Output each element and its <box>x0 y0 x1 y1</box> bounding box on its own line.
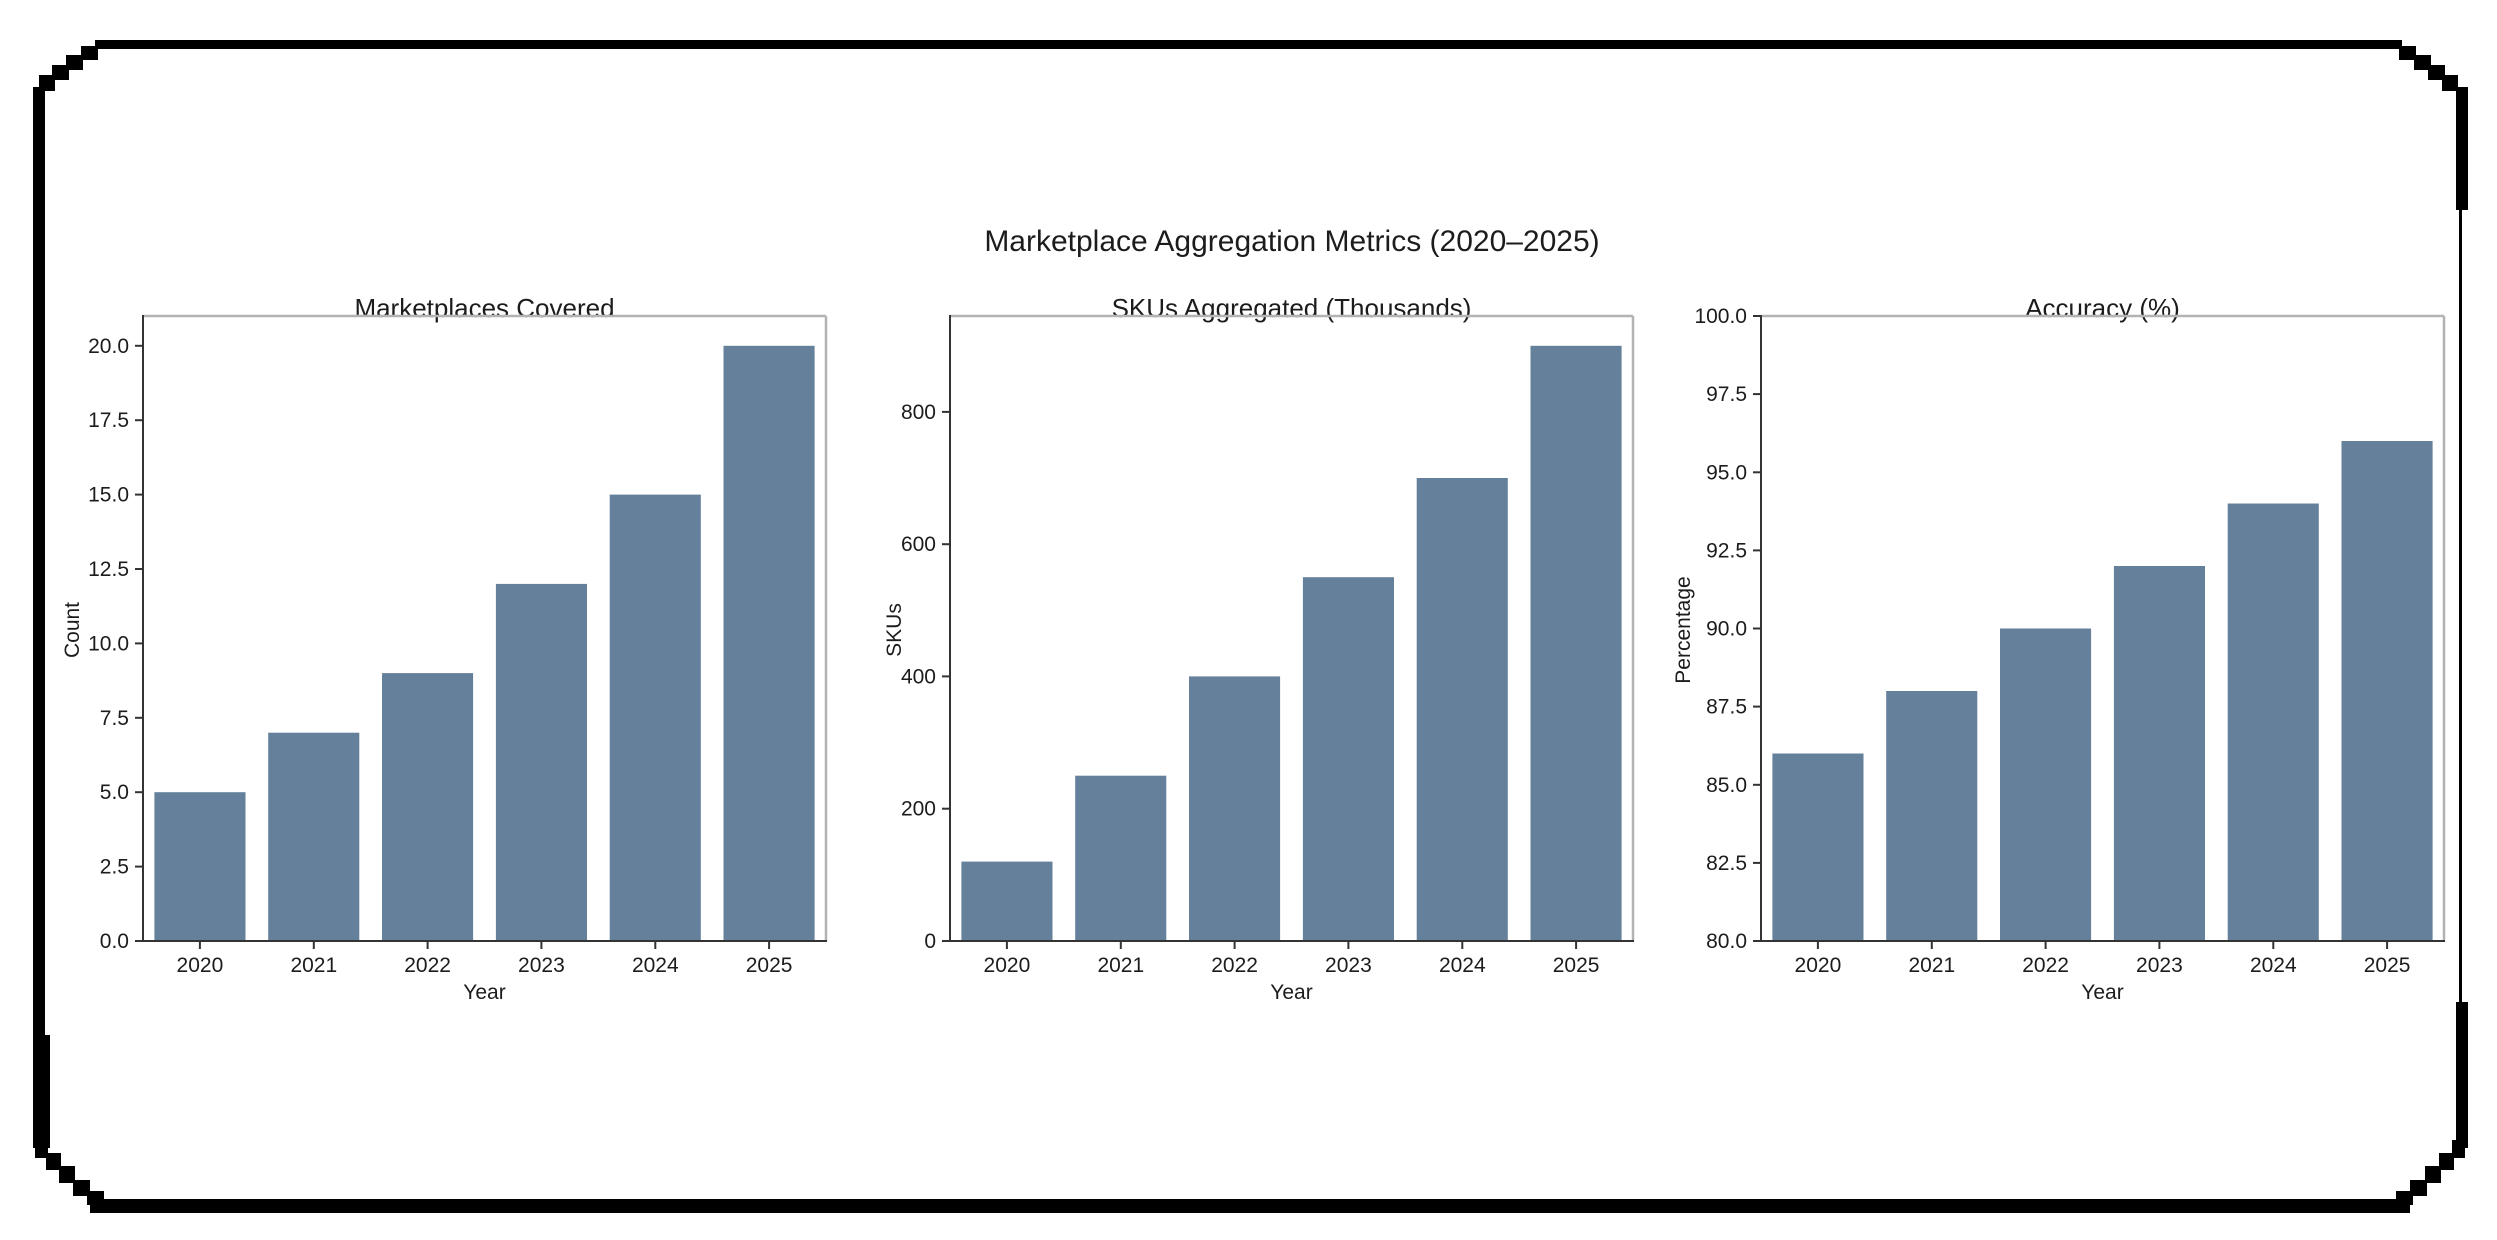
bar-2022 <box>382 673 474 941</box>
y-tick-label: 80.0 <box>1706 930 1747 953</box>
x-tick-label: 2021 <box>1908 954 1955 977</box>
x-tick-label: 2020 <box>177 954 224 977</box>
y-tick-label: 200 <box>901 798 936 821</box>
x-tick-label: 2020 <box>984 954 1031 977</box>
y-tick-label: 92.5 <box>1706 539 1747 562</box>
x-axis-label: Year <box>2081 981 2124 1004</box>
x-tick-label: 2020 <box>1795 954 1842 977</box>
x-tick-label: 2023 <box>2136 954 2183 977</box>
y-tick-label: 17.5 <box>88 409 129 432</box>
y-tick-label: 800 <box>901 401 936 424</box>
y-tick-label: 82.5 <box>1706 852 1747 875</box>
x-axis-label: Year <box>1270 981 1313 1004</box>
bar-2024 <box>2227 503 2319 941</box>
y-tick-label: 87.5 <box>1706 696 1747 719</box>
y-tick-label: 10.0 <box>88 632 129 655</box>
x-tick-label: 2023 <box>1325 954 1372 977</box>
plot-area: 0 200 400 600 800 2020 2021 2022 2023 2024 2025 <box>901 314 1635 977</box>
bar-2023 <box>495 583 587 941</box>
bar-2020 <box>154 792 246 941</box>
y-tick-label: 20.0 <box>88 335 129 358</box>
bar-2023 <box>1302 577 1394 941</box>
bar-2024 <box>609 494 701 941</box>
bar-2022 <box>2000 628 2092 941</box>
x-tick-label: 2024 <box>2250 954 2297 977</box>
y-tick-label: 15.0 <box>88 484 129 507</box>
bar-2020 <box>1772 753 1864 941</box>
plot-area: 80.0 82.5 85.0 87.5 90.0 92.5 95.0 97.5 100.0 202… <box>1694 305 2446 977</box>
y-tick-label: 7.5 <box>100 707 129 730</box>
bar-2024 <box>1416 478 1508 941</box>
y-tick-label: 95.0 <box>1706 461 1747 484</box>
x-tick-label: 2022 <box>404 954 451 977</box>
bar-2025 <box>2341 441 2433 941</box>
x-tick-label: 2025 <box>746 954 793 977</box>
chart-title: Marketplaces Covered <box>354 293 615 323</box>
plot-area: 0.0 2.5 5.0 7.5 10.0 12.5 15.0 17.5 20.0 2020 2021… <box>88 314 828 977</box>
x-tick-label: 2022 <box>2022 954 2069 977</box>
bar-2021 <box>268 732 360 941</box>
x-tick-label: 2024 <box>1439 954 1486 977</box>
bar-2021 <box>1886 691 1978 941</box>
y-tick-label: 100.0 <box>1694 305 1747 328</box>
y-tick-label: 85.0 <box>1706 774 1747 797</box>
chart-title: SKUs Aggregated (Thousands) <box>1111 293 1472 323</box>
bar-2020 <box>961 861 1053 941</box>
figure-title: Marketplace Aggregation Metrics (2020–20… <box>984 225 1600 258</box>
y-tick-label: 400 <box>901 665 936 688</box>
y-tick-label: 97.5 <box>1706 383 1747 406</box>
y-tick-label: 2.5 <box>100 856 129 879</box>
x-tick-label: 2023 <box>518 954 565 977</box>
x-tick-label: 2021 <box>290 954 337 977</box>
y-tick-label: 0 <box>924 930 936 953</box>
y-tick-label: 0.0 <box>100 930 129 953</box>
x-axis-label: Year <box>463 981 506 1004</box>
x-tick-label: 2022 <box>1211 954 1258 977</box>
chart-title: Accuracy (%) <box>2025 293 2180 323</box>
bar-2025 <box>1530 345 1622 941</box>
y-tick-label: 12.5 <box>88 558 129 581</box>
y-tick-label: 600 <box>901 533 936 556</box>
bar-2023 <box>2113 566 2205 941</box>
y-tick-label: 90.0 <box>1706 618 1747 641</box>
x-tick-label: 2024 <box>632 954 679 977</box>
y-tick-label: 5.0 <box>100 781 129 804</box>
x-tick-label: 2021 <box>1097 954 1144 977</box>
x-tick-label: 2025 <box>1553 954 1600 977</box>
bar-2022 <box>1189 676 1281 941</box>
bar-2025 <box>723 345 815 941</box>
x-tick-label: 2025 <box>2364 954 2411 977</box>
bar-2021 <box>1075 775 1167 941</box>
